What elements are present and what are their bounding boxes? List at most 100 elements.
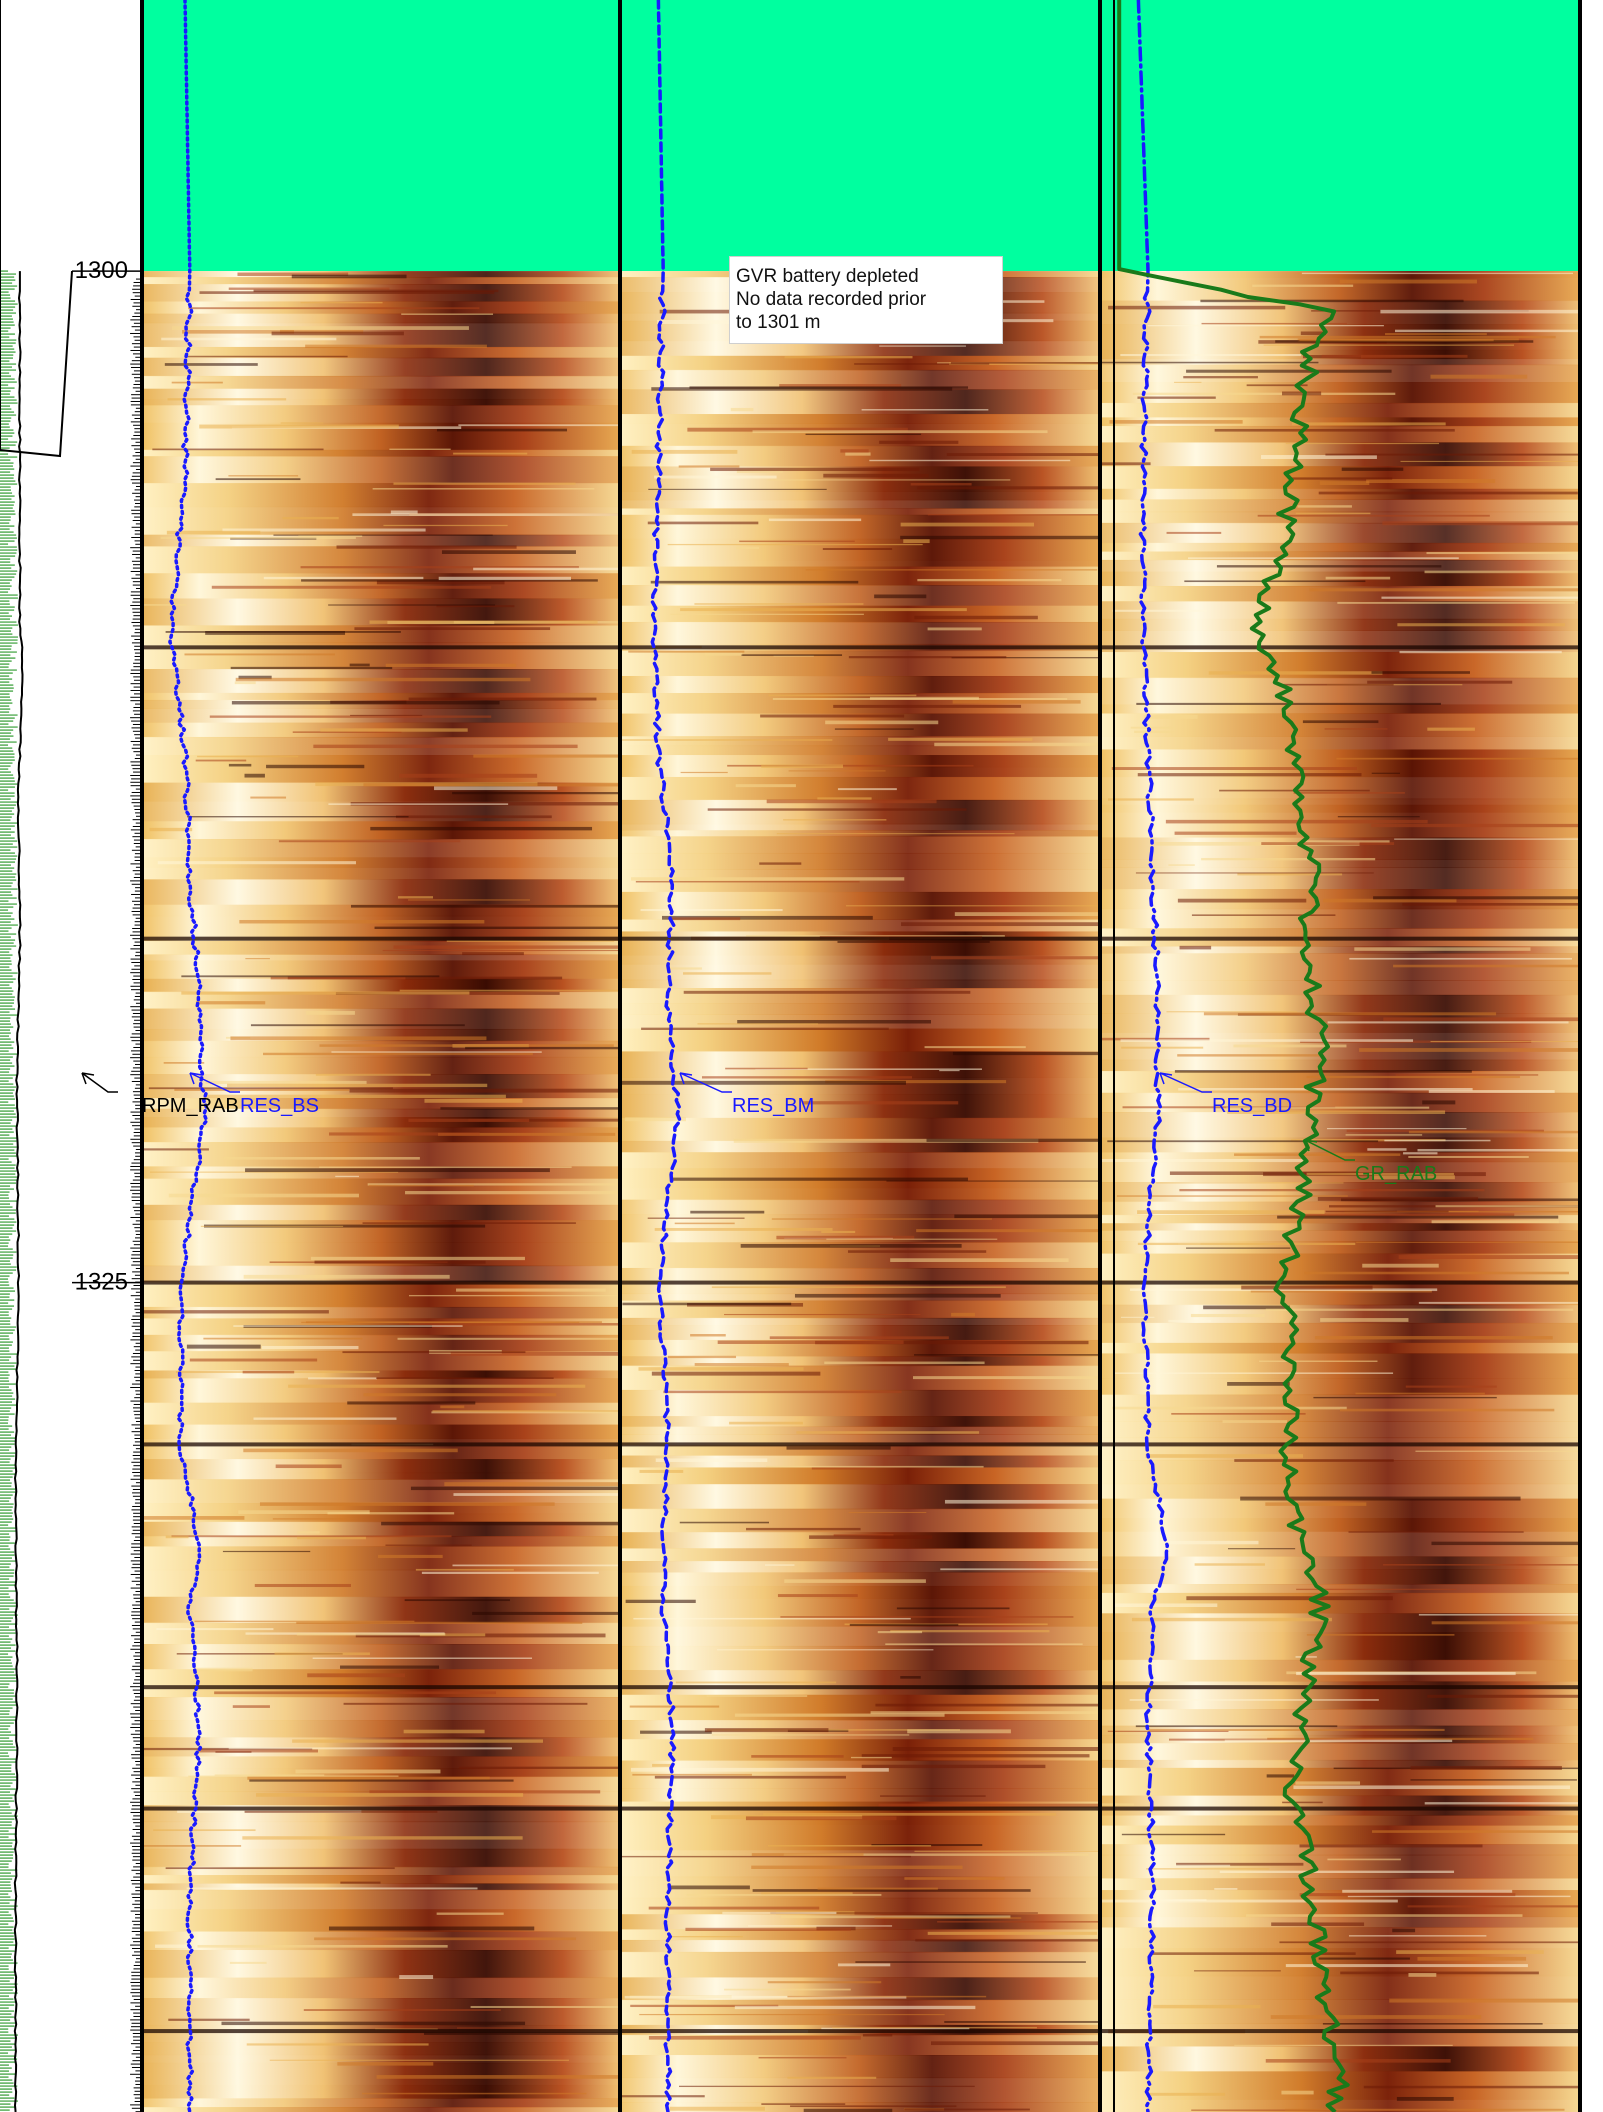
image-streak xyxy=(1366,479,1496,484)
image-streak xyxy=(780,1616,1074,1618)
image-streak xyxy=(751,1853,864,1856)
image-streak xyxy=(759,862,802,865)
image-streak xyxy=(1107,1140,1379,1143)
image-streak xyxy=(880,1795,986,1797)
image-streak xyxy=(199,291,495,294)
image-streak xyxy=(725,1067,808,1070)
image-streak xyxy=(1233,1044,1347,1048)
image-band xyxy=(142,456,620,484)
image-streak xyxy=(670,1885,750,1890)
image-streak xyxy=(717,1649,934,1651)
image-streak xyxy=(181,991,470,995)
image-streak xyxy=(168,2018,250,2021)
image-streak xyxy=(950,361,1100,364)
image-streak xyxy=(1323,898,1457,903)
image-streak xyxy=(1222,1420,1288,1423)
image-streak xyxy=(269,2059,569,2061)
image-streak xyxy=(1417,1956,1527,1961)
image-streak xyxy=(184,653,335,656)
image-streak xyxy=(421,1571,599,1574)
image-streak xyxy=(1156,1182,1344,1184)
image-streak xyxy=(314,1937,577,1941)
image-streak xyxy=(195,1001,266,1005)
image-streak xyxy=(662,915,873,920)
image-streak xyxy=(462,952,524,956)
image-streak xyxy=(1356,1241,1580,1243)
image-streak xyxy=(262,1345,359,1350)
image-band xyxy=(142,1546,620,1571)
image-streak xyxy=(197,1749,318,1753)
image-streak xyxy=(1314,1336,1553,1340)
image-band xyxy=(142,1265,620,1283)
image-band xyxy=(1100,1112,1580,1139)
image-streak xyxy=(631,449,738,454)
image-band xyxy=(620,2102,1100,2112)
image-streak xyxy=(733,1138,1039,1143)
image-band xyxy=(142,1351,620,1371)
image-streak xyxy=(776,1235,915,1240)
image-streak xyxy=(1295,1781,1361,1785)
image-streak xyxy=(181,975,440,978)
image-band xyxy=(620,1561,1100,1573)
image-streak xyxy=(459,1766,620,1769)
image-streak xyxy=(874,1917,1022,1919)
rpm-top-segment xyxy=(0,271,73,458)
image-band xyxy=(620,955,1100,965)
image-streak xyxy=(766,799,937,804)
image-streak xyxy=(1149,1899,1207,1902)
image-band xyxy=(142,1536,620,1547)
image-streak xyxy=(308,1377,378,1380)
image-streak xyxy=(186,1887,478,1890)
image-streak xyxy=(690,1334,726,1337)
image-streak xyxy=(176,1653,343,1655)
image-streak xyxy=(689,386,969,389)
image-streak xyxy=(440,1107,620,1110)
image-streak xyxy=(701,1076,913,1079)
image-streak xyxy=(1137,396,1216,399)
image-band xyxy=(620,1325,1100,1341)
image-band xyxy=(142,1378,620,1404)
image-streak xyxy=(1313,1396,1497,1399)
image-band xyxy=(620,499,1100,509)
image-streak xyxy=(1146,1868,1270,1870)
image-streak xyxy=(1194,1970,1281,1972)
image-streak xyxy=(648,2035,861,2040)
image-streak xyxy=(1183,376,1258,379)
image-streak xyxy=(761,764,844,768)
image-streak xyxy=(362,1222,576,1224)
image-streak xyxy=(193,1667,253,1672)
image-streak xyxy=(736,546,760,550)
image-streak xyxy=(817,1887,938,1890)
image-streak xyxy=(1291,1138,1446,1142)
image-streak xyxy=(1415,1450,1580,1452)
image-streak xyxy=(651,1371,821,1376)
bed-boundary xyxy=(142,1442,620,1447)
image-streak xyxy=(786,1446,891,1450)
bed-boundary xyxy=(142,1806,620,1811)
image-streak xyxy=(367,1183,620,1186)
image-band xyxy=(1100,1759,1580,1769)
image-streak xyxy=(722,1911,837,1915)
image-streak xyxy=(385,1544,472,1546)
image-band xyxy=(1100,859,1580,868)
image-band xyxy=(1100,511,1580,524)
image-streak xyxy=(1114,1372,1394,1374)
image-streak xyxy=(746,1527,861,1531)
image-band xyxy=(620,1585,1100,1599)
image-band xyxy=(142,1569,620,1598)
image-band xyxy=(142,991,620,1010)
image-streak xyxy=(436,605,515,608)
curve-rpm xyxy=(13,271,24,2112)
image-streak xyxy=(194,1620,415,1623)
image-streak xyxy=(802,1101,959,1105)
image-band xyxy=(620,1426,1100,1435)
image-streak xyxy=(312,1657,533,1659)
image-band xyxy=(620,869,1100,893)
image-band xyxy=(142,1931,620,1951)
image-band xyxy=(1100,1421,1580,1439)
image-streak xyxy=(1241,1285,1373,1290)
image-streak xyxy=(1321,354,1468,358)
image-streak xyxy=(833,704,1022,708)
image-band xyxy=(142,1142,620,1167)
image-streak xyxy=(376,2075,620,2079)
